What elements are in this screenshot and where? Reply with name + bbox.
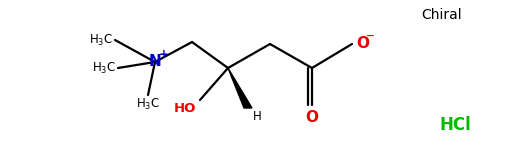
Text: H$_3$C: H$_3$C: [136, 97, 160, 112]
Text: H$_3$C: H$_3$C: [89, 32, 113, 48]
Text: O: O: [356, 36, 369, 51]
Text: H$_3$C: H$_3$C: [92, 60, 116, 76]
Text: Chiral: Chiral: [422, 8, 462, 22]
Text: N: N: [148, 54, 161, 69]
Text: O: O: [306, 110, 318, 125]
Text: H: H: [253, 110, 262, 123]
Text: −: −: [366, 31, 375, 41]
Polygon shape: [228, 68, 252, 108]
Text: +: +: [159, 48, 169, 62]
Text: HCl: HCl: [439, 116, 471, 134]
Text: HO: HO: [174, 102, 196, 115]
